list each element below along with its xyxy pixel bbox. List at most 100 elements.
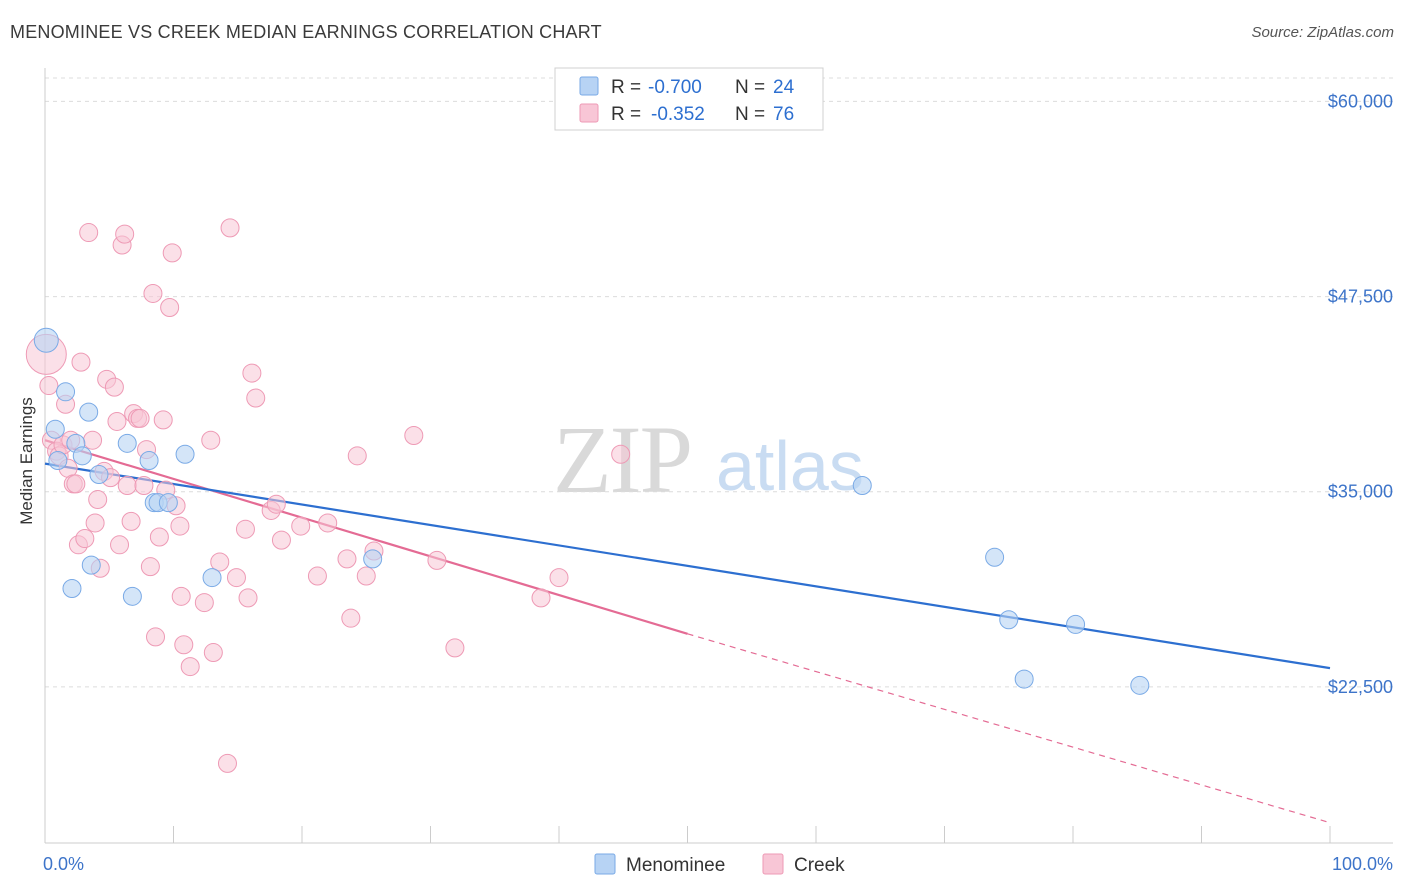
menominee-points	[33, 327, 1150, 695]
creek-point	[356, 566, 376, 586]
creek-point	[160, 298, 180, 317]
trend-lines	[44, 439, 1331, 824]
menominee-point	[45, 419, 65, 439]
menominee-point	[89, 465, 109, 485]
menominee-point	[62, 579, 82, 599]
creek-trend-extension	[687, 633, 1331, 824]
x-tick-label-max: 100.0%	[1332, 854, 1393, 874]
menominee-point	[56, 382, 76, 402]
creek-point	[171, 586, 191, 606]
menominee-point	[175, 444, 195, 464]
stats-swatch-creek	[579, 103, 599, 123]
menominee-point	[79, 402, 99, 422]
x-tick-labels: 0.0% 100.0%	[43, 854, 1393, 874]
creek-point	[140, 557, 160, 577]
creek-point	[117, 475, 137, 495]
legend-swatch-menominee	[594, 853, 616, 875]
creek-point	[242, 363, 262, 383]
creek-point	[85, 513, 105, 533]
creek-point	[110, 535, 130, 555]
chart-title: MENOMINEE VS CREEK MEDIAN EARNINGS CORRE…	[10, 22, 602, 42]
creek-point	[170, 516, 190, 536]
creek-point	[143, 283, 163, 303]
y-axis-label: Median Earnings	[17, 397, 36, 525]
x-tick-label-min: 0.0%	[43, 854, 84, 874]
menominee-point	[122, 586, 142, 606]
stats-n-value-creek: 76	[773, 104, 794, 125]
stats-n-label-creek: N =	[735, 104, 765, 125]
menominee-point	[117, 433, 137, 453]
creek-point	[66, 474, 86, 494]
creek-point	[174, 635, 194, 655]
creek-point	[611, 444, 631, 464]
stats-r-label-menominee: R =	[611, 77, 641, 98]
source-credit: Source: ZipAtlas.com	[1251, 24, 1394, 41]
stats-r-label-creek: R =	[611, 104, 641, 125]
creek-point	[318, 513, 338, 533]
menominee-trend-line	[44, 462, 1331, 670]
menominee-point	[999, 610, 1019, 630]
creek-point	[307, 566, 327, 586]
y-tick-label: $35,000	[1328, 482, 1393, 502]
stats-legend-box	[554, 67, 824, 131]
creek-point	[226, 568, 246, 588]
menominee-point	[139, 451, 159, 470]
creek-point	[291, 516, 311, 536]
creek-point	[115, 224, 135, 244]
creek-point	[445, 638, 465, 658]
menominee-point	[1130, 675, 1150, 695]
creek-point	[549, 568, 569, 588]
creek-point	[531, 588, 551, 608]
series-legend: Menominee Creek	[594, 853, 845, 876]
creek-point	[194, 593, 214, 613]
legend-label-menominee: Menominee	[626, 855, 725, 876]
menominee-point	[985, 547, 1005, 567]
creek-point	[71, 352, 91, 372]
creek-point	[266, 494, 286, 514]
menominee-point	[72, 446, 92, 466]
menominee-point	[202, 568, 222, 588]
creek-point	[130, 408, 150, 428]
creek-point	[427, 550, 447, 570]
creek-point	[203, 643, 223, 663]
menominee-point	[33, 327, 59, 353]
creek-point	[220, 218, 240, 238]
creek-point	[246, 388, 266, 408]
creek-point	[149, 527, 169, 547]
menominee-point	[1066, 614, 1086, 634]
creek-point	[404, 426, 424, 446]
creek-trend-line	[44, 439, 688, 635]
menominee-point	[363, 549, 383, 569]
y-tick-label: $22,500	[1328, 677, 1393, 697]
creek-point	[107, 411, 127, 431]
y-tick-labels: $22,500 $35,000 $47,500 $60,000	[1328, 91, 1393, 696]
creek-point	[217, 753, 237, 773]
stats-n-label-menominee: N =	[735, 77, 765, 98]
creek-point	[201, 430, 221, 450]
creek-point	[39, 376, 59, 396]
creek-point	[88, 490, 108, 510]
menominee-point	[852, 475, 872, 495]
menominee-point	[48, 451, 68, 470]
y-tick-label: $60,000	[1328, 91, 1393, 111]
creek-point	[104, 377, 124, 397]
creek-point	[79, 223, 99, 243]
menominee-point	[158, 493, 178, 513]
legend-label-creek: Creek	[794, 855, 845, 876]
legend-swatch-creek	[762, 853, 784, 875]
stats-n-value-menominee: 24	[773, 77, 795, 98]
watermark-atlas: atlas	[716, 427, 864, 505]
creek-point	[162, 243, 182, 263]
creek-point	[271, 530, 291, 550]
creek-point	[134, 475, 154, 495]
creek-point	[210, 552, 230, 572]
menominee-point	[81, 555, 101, 575]
creek-point	[121, 511, 141, 531]
stats-swatch-menominee	[579, 76, 599, 96]
creek-point	[153, 410, 173, 430]
creek-point	[75, 529, 95, 549]
axes	[44, 68, 1393, 844]
creek-point	[180, 657, 200, 677]
menominee-point	[1014, 669, 1034, 689]
stats-legend: R = -0.700 N = 24 R = -0.352 N = 76	[554, 67, 824, 131]
